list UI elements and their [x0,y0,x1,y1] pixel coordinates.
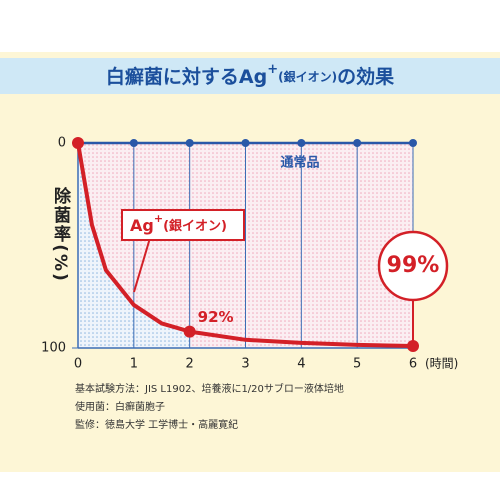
x-tick-label: 2 [186,357,194,372]
callout-pointer [133,237,151,293]
x-tick-label: 5 [353,357,361,372]
chart-title: 白癬菌に対するAg+(銀イオン)の効果 [106,62,394,88]
series-label-part: Ag [130,216,154,235]
x-tick-label: 3 [241,357,249,372]
x-tick-label: 0 [74,357,82,372]
series-label: Ag+(銀イオン) [130,212,227,235]
series-label-part: (銀イオン) [163,218,227,234]
data-label: 92% [198,308,234,326]
marker [241,139,250,147]
x-tick-label: 1 [130,357,138,372]
y-tick-label: 100 [41,341,66,356]
marker [185,139,194,147]
callout-box [121,209,245,241]
note: 監修：徳島大学 工学博士・高麗寛紀 [75,418,238,431]
y-axis-label: 除菌率(%) [50,186,71,283]
marker [129,139,138,147]
series-line [76,142,414,348]
label-bubble [377,230,449,302]
marker [72,137,84,149]
marker [183,325,196,338]
marker [353,139,362,147]
x-tick-label: 6 [409,357,417,372]
note: 基本試験方法：JIS L1902、培養液に1/20サブロー液体培地 [75,382,344,395]
data-label: 99% [387,253,440,278]
series-label: 通常品 [280,155,319,171]
title-band [0,58,500,94]
x-tick-label: 4 [297,357,305,372]
marker [297,139,306,147]
marker [409,139,417,147]
x-axis-label: (時間) [425,357,458,371]
note: 使用菌：白癬菌胞子 [75,400,165,413]
y-tick-label: 0 [58,136,66,151]
series-label-part: + [154,212,163,225]
